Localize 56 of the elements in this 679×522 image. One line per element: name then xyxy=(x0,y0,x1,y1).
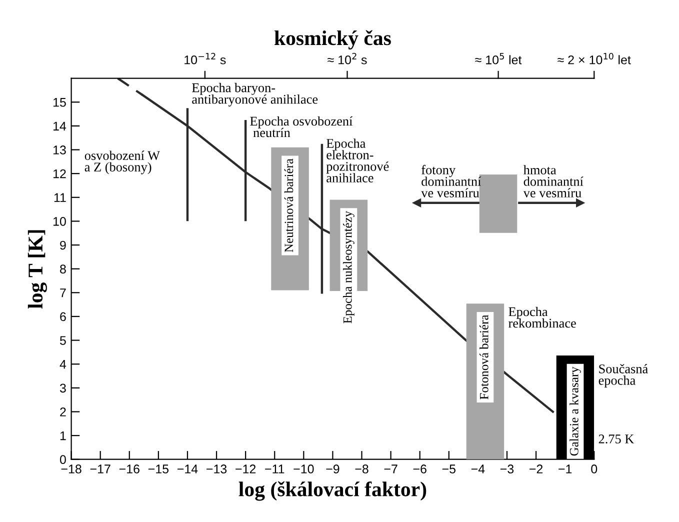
x-tick-label: −4 xyxy=(471,464,485,474)
text: ≈ 10$^{5}$ let xyxy=(475,53,522,64)
x-tick-label: −1 xyxy=(558,464,572,474)
x-tick-label: −10 xyxy=(294,464,314,474)
x-tick-label: −5 xyxy=(442,464,456,474)
annotation: 2.75 K xyxy=(598,434,634,444)
series-label: Galaxie a kvasary xyxy=(570,366,581,456)
y-tick-label: 4 xyxy=(60,360,66,369)
annotation: osvobození W a Z (bosony) xyxy=(84,150,160,174)
x-tick-label: −11 xyxy=(265,464,284,474)
x-tick-label: −2 xyxy=(530,464,543,474)
y-tick-label: 2 xyxy=(60,408,66,416)
y-tick-label: 7 xyxy=(60,288,66,298)
x-tick-label: −14 xyxy=(177,464,198,474)
x2-axis-title: kosmický čas xyxy=(274,30,391,50)
text: ≈ 2 × 10$^{10}$ let xyxy=(558,52,631,64)
series-label: Fotonová bariéra xyxy=(480,314,488,400)
annotation: Epocha rekombinace xyxy=(508,306,576,328)
series-label: Neutrinová bariéra xyxy=(284,158,294,252)
x-tick-label: −18 xyxy=(61,464,82,474)
x-tick-label: 0 xyxy=(591,464,598,474)
y-tick-label: 1 xyxy=(60,431,66,440)
x-tick-label: −12 xyxy=(236,464,256,474)
y-tick-label: 10 xyxy=(53,217,66,226)
annotation: fotony dominantní ve vesmíru xyxy=(421,164,482,198)
annotation: Epocha elektron- pozitronové anihilace xyxy=(326,138,389,182)
annotation: Epocha osvobození neutrín xyxy=(250,116,353,138)
y-tick-label: 11 xyxy=(54,193,66,202)
text: ≈ 10$^{2}$ s xyxy=(328,52,367,64)
annotation: Epocha baryon- antibaryonové anihilace xyxy=(192,82,318,106)
x-tick-label: −8 xyxy=(355,464,368,474)
x-tick-label: −6 xyxy=(413,464,426,474)
x-tick-label: −7 xyxy=(384,464,398,474)
y-tick-label: 9 xyxy=(60,240,66,250)
annotation: hmota dominantní ve vesmíru xyxy=(523,165,584,198)
y-tick-label: 8 xyxy=(60,264,66,274)
bar xyxy=(479,174,518,233)
y-tick-label: 14 xyxy=(53,122,66,130)
annotation: Současná epocha xyxy=(598,364,648,388)
y-tick-label: 0 xyxy=(60,455,66,464)
x-axis-title: log (škálovací faktor) xyxy=(238,481,426,501)
y-tick-label: 13 xyxy=(53,146,66,154)
y-tick-label: 3 xyxy=(60,384,66,393)
x-tick-label: −3 xyxy=(500,464,514,474)
y-tick-label: 12 xyxy=(53,169,66,178)
x-tick-label: −16 xyxy=(119,464,140,474)
y-tick-label: 15 xyxy=(53,98,66,107)
y-axis-title: log T [K] xyxy=(28,230,47,309)
text: 10$^{−12}$ s xyxy=(184,52,226,64)
y-tick-label: 6 xyxy=(60,312,66,322)
x-tick-label: −15 xyxy=(148,464,169,474)
x-tick-label: −13 xyxy=(206,464,227,474)
y-tick-label: 5 xyxy=(60,336,66,345)
x-tick-label: −17 xyxy=(90,464,110,474)
x-tick-label: −9 xyxy=(326,464,340,474)
series-label: Epocha nukleosyntézy xyxy=(342,210,354,324)
